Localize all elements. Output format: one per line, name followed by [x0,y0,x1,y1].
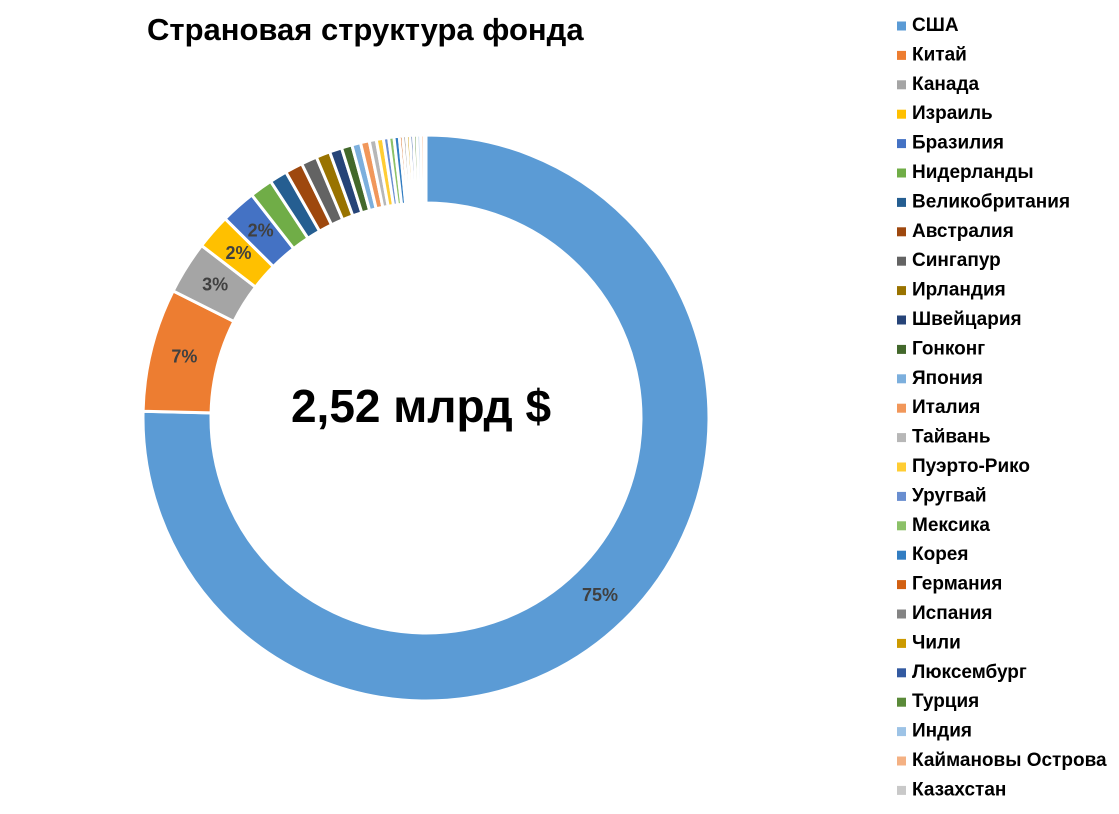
legend-label: Швейцария [912,309,1022,330]
legend-swatch [897,315,906,325]
legend-label: Ирландия [912,280,1006,301]
legend-label: Канада [912,74,979,95]
legend-swatch [897,609,906,619]
legend-swatch [897,168,906,178]
center-label: 2,52 млрд $ [291,380,551,432]
donut-slice [422,133,428,205]
legend-swatch [897,462,906,472]
data-label: 7% [171,346,197,366]
legend-label: Мексика [912,515,990,536]
legend-swatch [897,550,906,560]
legend-swatch [897,491,906,501]
legend-label: Сингапур [912,250,1001,271]
data-label: 2% [226,243,252,263]
legend-label: Люксембург [912,662,1027,683]
legend-label: Испания [912,603,993,624]
legend-label: Австралия [912,221,1014,242]
data-label: 75% [582,585,618,605]
legend-label: Казахстан [912,779,1006,800]
legend-swatch [897,50,906,60]
legend-label: Корея [912,544,968,565]
legend-label: Чили [912,632,961,653]
donut-slice [141,133,711,703]
legend-swatch [897,756,906,766]
legend-swatch [897,109,906,119]
legend-swatch [897,403,906,413]
legend-label: Уругвай [912,485,987,506]
legend-swatch [897,785,906,795]
legend-swatch [897,638,906,648]
legend-swatch [897,433,906,443]
legend-swatch [897,286,906,296]
legend-label: Тайвань [912,427,991,448]
chart-title: Страновая структура фонда [147,12,584,47]
legend-swatch [897,256,906,266]
legend-label: Израиль [912,103,993,124]
legend-label: Германия [912,574,1002,595]
legend-swatch [897,344,906,354]
legend-label: Китай [912,44,967,65]
legend-swatch [897,227,906,237]
legend-label: Италия [912,397,980,418]
legend-label: Турция [912,691,979,712]
legend-label: Индия [912,721,972,742]
legend-label: Каймановы Острова [912,750,1107,771]
legend-swatch [897,374,906,384]
legend-swatch [897,139,906,149]
legend-swatch [897,197,906,207]
legend-swatch [897,697,906,707]
legend-label: Гонконг [912,338,985,359]
legend-label: США [912,15,959,36]
legend-label: Япония [912,368,983,389]
legend-swatch [897,727,906,737]
legend-swatch [897,668,906,678]
legend-label: Нидерланды [912,162,1034,183]
data-label: 2% [248,221,274,241]
data-label: 3% [202,274,228,294]
legend-swatch [897,521,906,531]
legend-label: Пуэрто-Рико [912,456,1030,477]
legend-swatch [897,580,906,590]
legend-swatch [897,80,906,90]
legend-label: Бразилия [912,133,1004,154]
legend-swatch [897,21,906,31]
legend-label: Великобритания [912,191,1070,212]
